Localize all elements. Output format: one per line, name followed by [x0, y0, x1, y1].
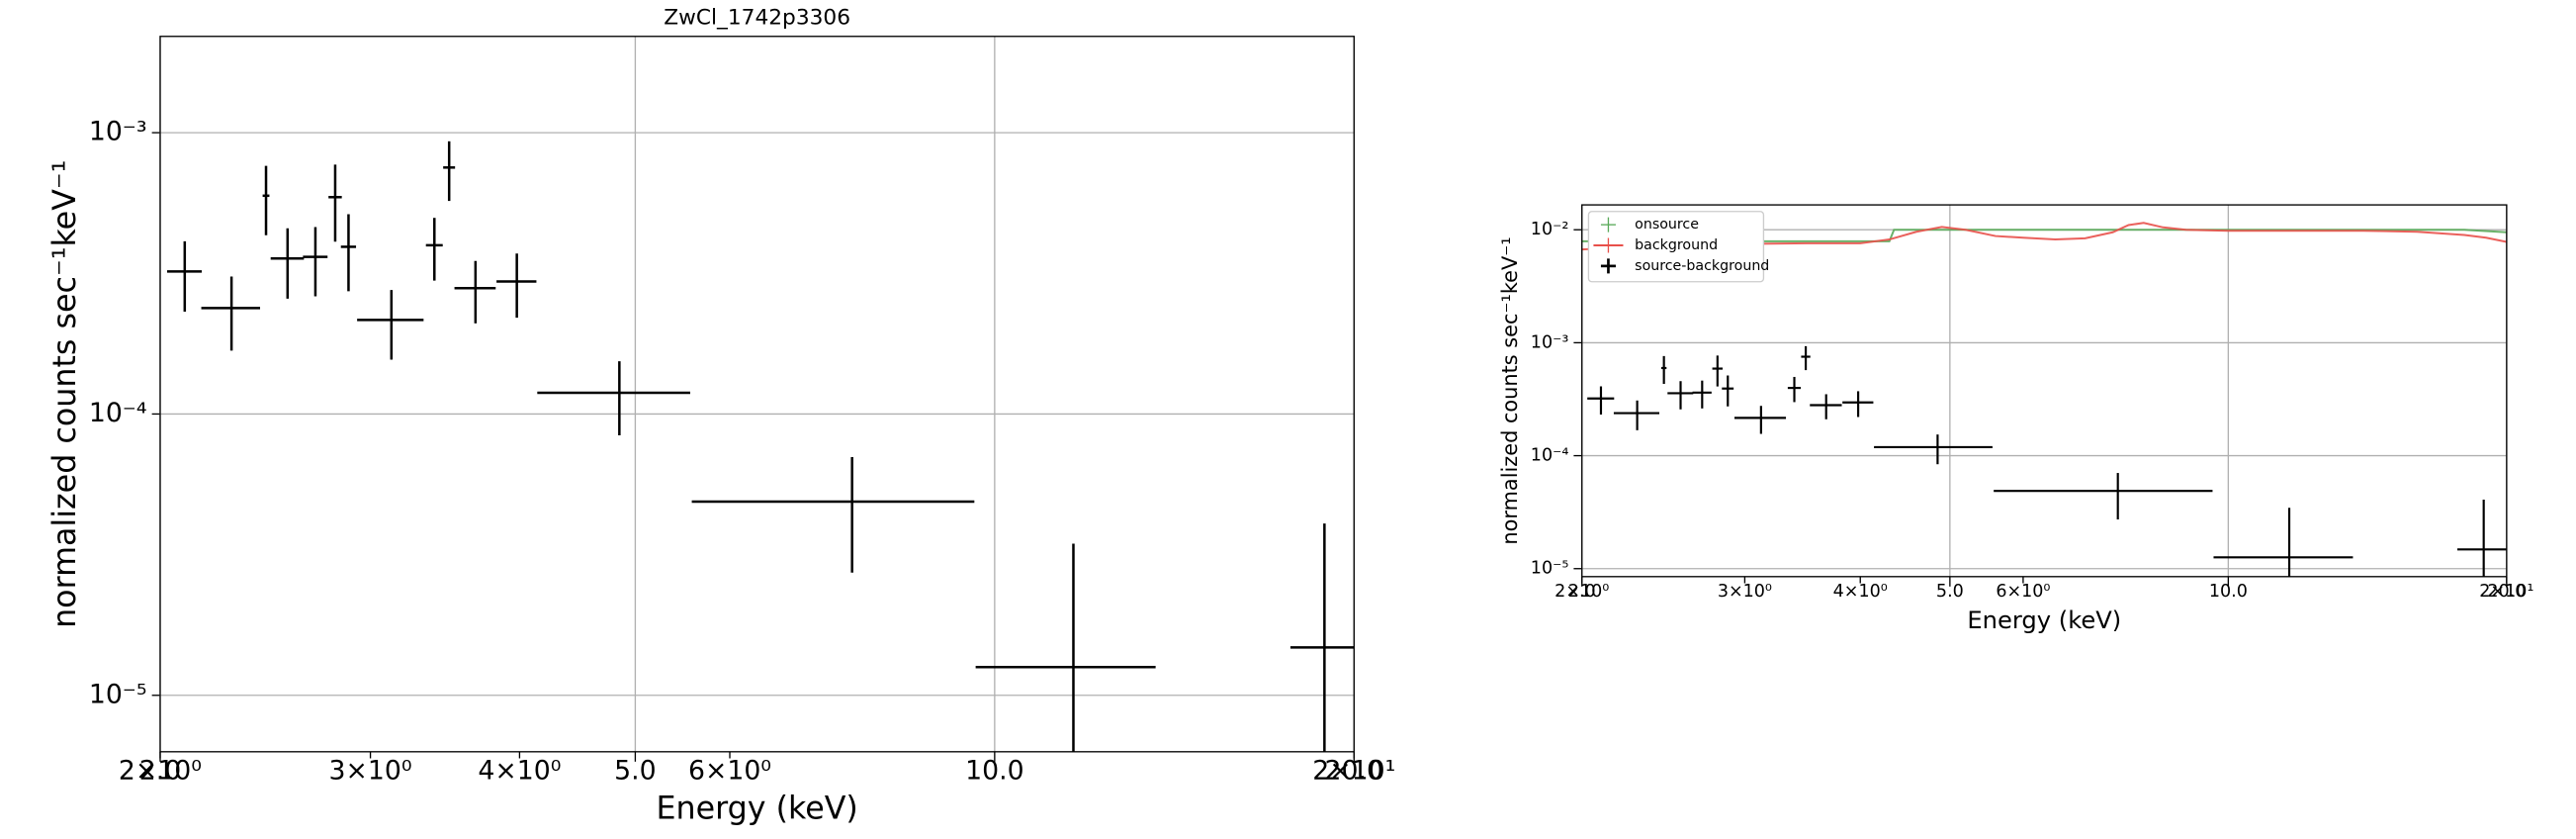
plot-frame	[159, 36, 1355, 753]
x-tick-label: 10.0	[965, 755, 1023, 786]
chart-title: ZwCl_1742p3306	[664, 5, 850, 30]
x-tick-label: 4×10⁰	[478, 755, 561, 786]
plot-area	[167, 140, 1355, 752]
legend-label: background	[1635, 237, 1718, 253]
y-axis-label: normalized counts sec⁻¹keV⁻¹	[1498, 236, 1522, 544]
x-tick-label: 6×10⁰	[688, 755, 771, 786]
x-tick-label: 2.0	[1568, 582, 1596, 602]
x-tick-label: 5.0	[614, 755, 656, 786]
x-tick-label: 20.0	[2487, 582, 2526, 602]
legend-label: onsource	[1635, 217, 1699, 233]
x-tick-label: 3×10⁰	[1718, 582, 1772, 602]
legend-box	[1587, 211, 1765, 283]
plot-area	[1581, 222, 2507, 577]
x-tick-label: 6×10⁰	[1996, 582, 2050, 602]
y-tick-label: 10⁻⁴	[89, 398, 147, 428]
x-tick-label: 3×10⁰	[329, 755, 412, 786]
line-series	[1581, 229, 2507, 242]
x-axis-label: Energy (keV)	[656, 791, 857, 826]
line-series	[1581, 222, 2507, 251]
y-tick-label: 10⁻³	[89, 117, 147, 147]
y-tick-label: 10⁻⁵	[89, 679, 147, 709]
y-axis-label: normalized counts sec⁻¹keV⁻¹	[47, 160, 83, 628]
y-tick-label: 10⁻²	[1531, 220, 1569, 239]
plot-frame	[1581, 204, 2508, 578]
y-tick-label: 10⁻⁵	[1531, 559, 1569, 579]
plot-background	[159, 36, 1355, 752]
legend-label: source-background	[1635, 258, 1769, 274]
x-tick-label: 4×10⁰	[1833, 582, 1888, 602]
y-tick-label: 10⁻³	[1531, 332, 1569, 352]
x-tick-label: 2×10⁰	[1554, 582, 1609, 602]
y-tick-label: 10⁻⁴	[1531, 446, 1569, 466]
x-tick-label: 2×10¹	[2479, 582, 2533, 602]
x-tick-label: 10.0	[2209, 582, 2248, 602]
x-tick-label: 2.0	[139, 755, 181, 786]
x-tick-label: 5.0	[1936, 582, 1964, 602]
x-axis-label: Energy (keV)	[1967, 606, 2121, 634]
x-tick-label: 20.0	[1325, 755, 1383, 786]
